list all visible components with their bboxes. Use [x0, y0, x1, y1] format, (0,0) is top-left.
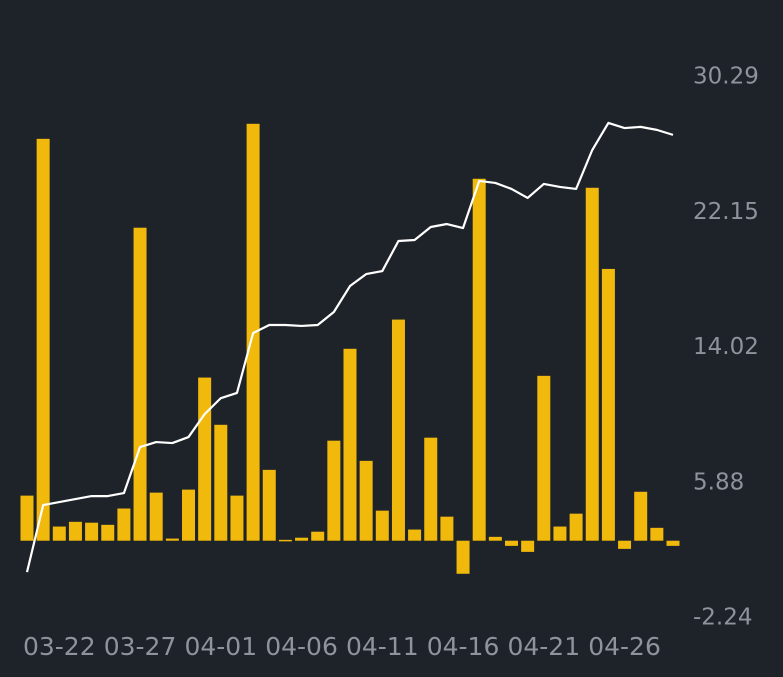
bar: [343, 348, 357, 541]
bars: [20, 123, 680, 574]
bar: [650, 527, 664, 541]
lines: [25, 121, 674, 573]
bar: [327, 440, 341, 541]
x-tick-label: 04-06: [265, 632, 338, 661]
bar: [375, 510, 389, 541]
bar: [424, 437, 438, 541]
x-tick-label: 04-01: [184, 632, 257, 661]
bar: [262, 469, 276, 541]
bar: [311, 531, 325, 541]
bar: [618, 540, 632, 549]
bar: [149, 492, 163, 541]
bar: [456, 540, 470, 574]
bar: [472, 178, 486, 541]
bar: [505, 540, 518, 546]
bar: [585, 187, 599, 541]
bar: [230, 495, 244, 541]
bar: [295, 537, 309, 541]
bar: [391, 319, 405, 541]
line: [25, 121, 674, 573]
bar: [278, 539, 292, 542]
bar: [634, 491, 648, 541]
bar: [198, 377, 212, 541]
y2-tick-label: 14.02: [693, 334, 759, 360]
bar: [68, 521, 82, 541]
y2-tick-label: 30.29: [693, 64, 759, 90]
y2-tick-label: 5.88: [693, 469, 744, 495]
bar: [101, 524, 115, 541]
x-tick-label: 04-21: [507, 632, 580, 661]
bar: [488, 536, 502, 541]
bar: [537, 375, 551, 541]
bar: [52, 526, 66, 541]
bar: [521, 540, 535, 552]
x-tick-label: 04-11: [346, 632, 419, 661]
bar: [133, 227, 147, 541]
x-tick-label: 03-22: [23, 632, 96, 661]
bar: [666, 540, 680, 546]
bar: [359, 460, 373, 541]
bar: [117, 508, 131, 541]
bar: [569, 513, 583, 541]
x-tick-label: 04-26: [588, 632, 661, 661]
x-tick-label: 03-27: [104, 632, 177, 661]
bar: [601, 268, 615, 541]
bar: [553, 526, 567, 541]
labels: 30.29 22.15 14.02 5.88 -2.24 03-22 03-27 04-01 0…: [23, 64, 759, 662]
x-tick-label: 04-16: [427, 632, 500, 661]
bar: [20, 495, 34, 541]
bar: [408, 529, 422, 541]
bar: [440, 516, 454, 541]
bar: [85, 522, 99, 541]
y2-tick-label: 22.15: [693, 199, 759, 225]
bar: [36, 138, 50, 541]
y2-tick-label: -2.24: [693, 605, 753, 631]
bar: [165, 538, 179, 541]
bar: [214, 424, 228, 541]
bar: [182, 489, 195, 541]
